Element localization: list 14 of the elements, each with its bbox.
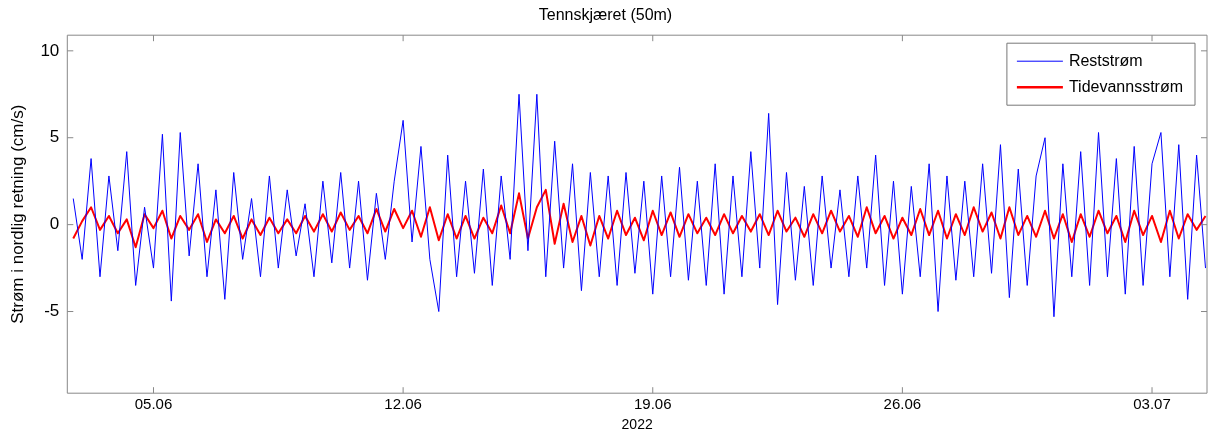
- legend-label: Reststrøm: [1068, 51, 1143, 69]
- y-tick-label: 10: [40, 40, 60, 60]
- x-axis-title: 2022: [621, 416, 653, 433]
- y-tick-label: -5: [44, 301, 60, 321]
- x-tick-label: 03.07: [1133, 395, 1171, 413]
- y-tick-label: 5: [49, 127, 60, 147]
- chart-title: Tennskjæret (50m): [538, 6, 673, 24]
- x-tick-label: 05.06: [134, 395, 173, 413]
- x-tick-label: 19.06: [633, 395, 672, 413]
- y-tick-label: 0: [49, 214, 60, 234]
- legend-label: Tidevannsstrøm: [1068, 77, 1184, 95]
- y-axis-title: Strøm i nordlig retning (cm/s): [7, 104, 27, 324]
- x-tick-label: 12.06: [384, 395, 422, 413]
- x-tick-label: 26.06: [883, 395, 922, 413]
